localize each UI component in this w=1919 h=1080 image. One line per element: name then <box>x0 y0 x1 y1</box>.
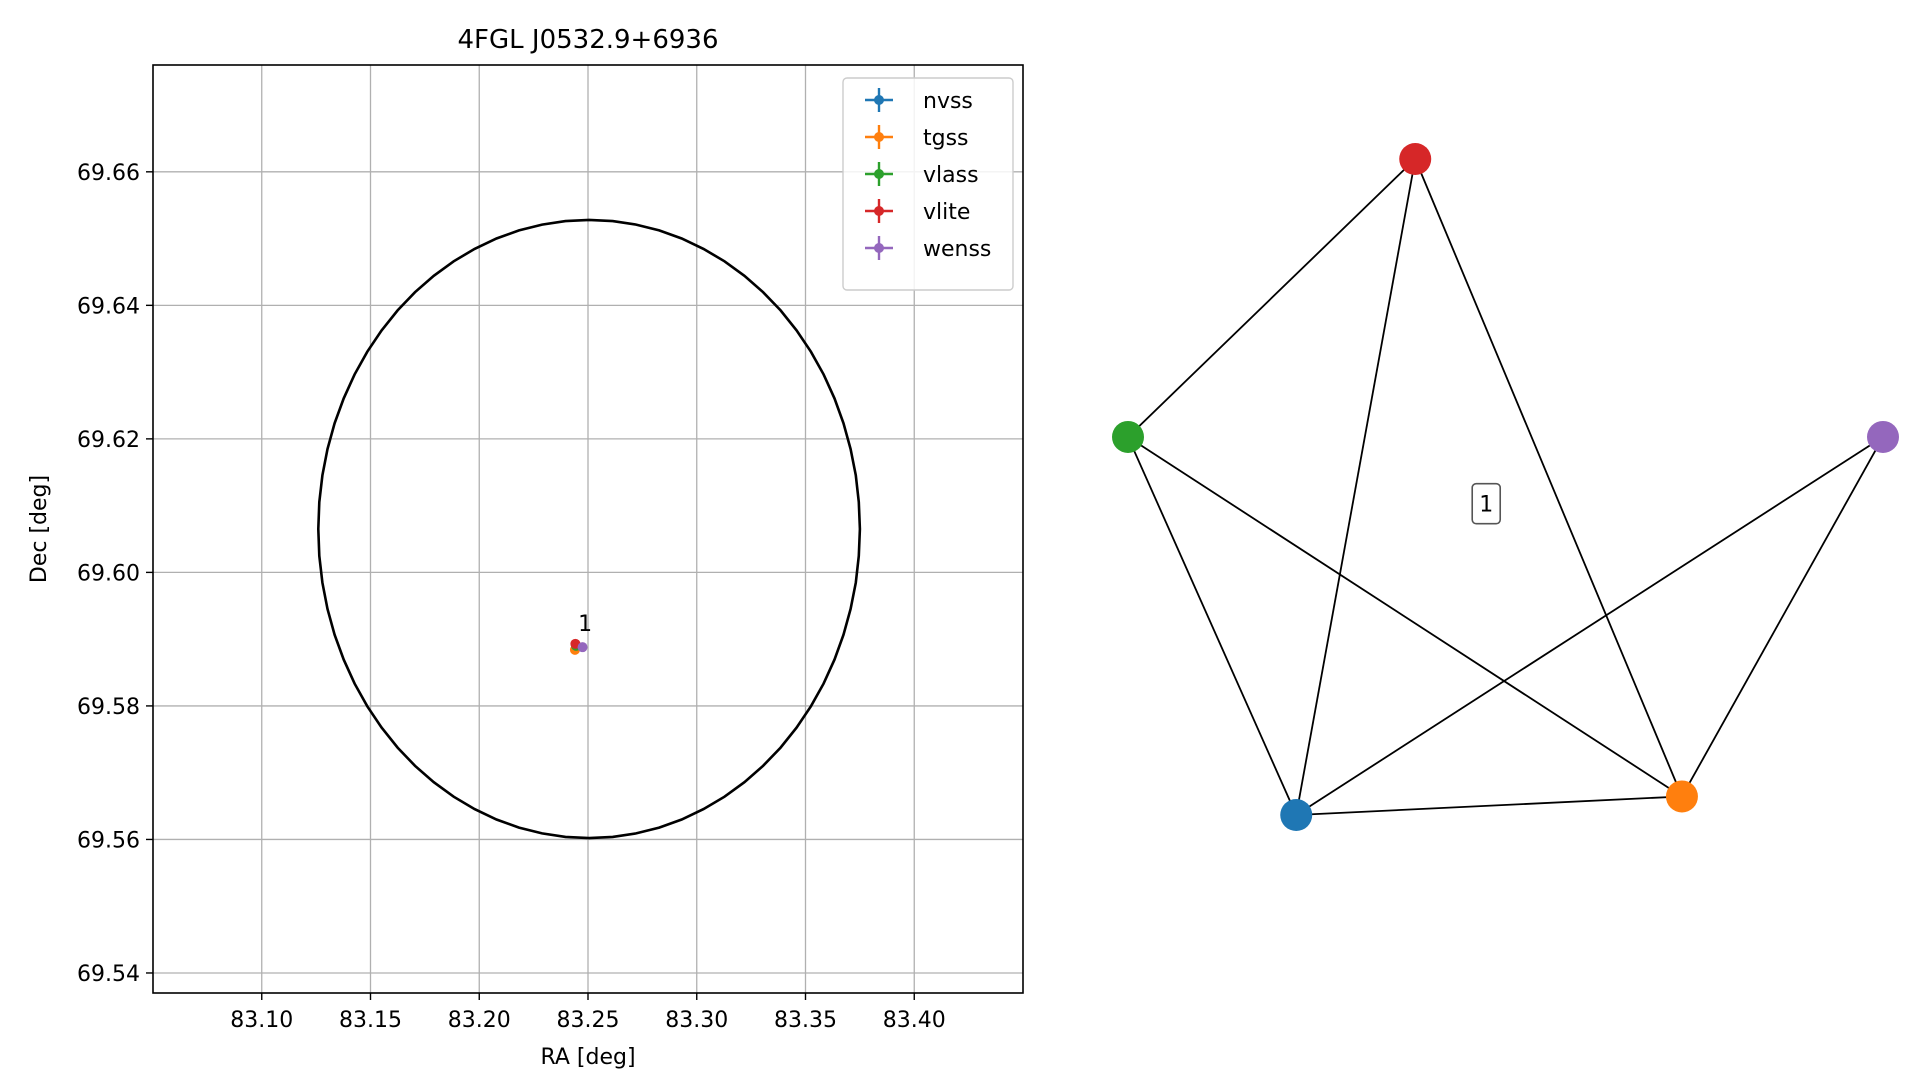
legend: nvss tgss vlass vlite wenss <box>842 77 1014 291</box>
y-axis-label: Dec [deg] <box>27 475 52 583</box>
y-tick-label-5: 69.64 <box>77 294 140 319</box>
legend-label: nvss <box>923 89 973 114</box>
sky-position-chart: 1 83.10 83.15 83.20 83.25 83.30 83.35 83.40 69… <box>27 25 1024 1070</box>
edge-vlass-tgss <box>1127 436 1683 798</box>
edge-tgss-wenss <box>1681 436 1884 797</box>
legend-marker <box>874 243 884 253</box>
y-tick-label-0: 69.54 <box>77 962 140 987</box>
network-label: 1 <box>1471 482 1502 525</box>
network-label-box <box>1471 482 1502 525</box>
localization-ellipse <box>316 218 862 840</box>
x-tick-label-5: 83.35 <box>774 1008 837 1033</box>
legend-marker <box>874 169 884 179</box>
x-axis-label: RA [deg] <box>540 1045 635 1070</box>
chart-title: 4FGL J0532.9+6936 <box>458 25 719 55</box>
node-vlite <box>1399 143 1432 175</box>
node-wenss <box>1867 420 1899 453</box>
y-tick-label-4: 69.62 <box>77 428 140 453</box>
y-tick-label-2: 69.58 <box>77 695 140 720</box>
node-nvss <box>1280 799 1313 831</box>
legend-box <box>842 77 1014 291</box>
y-tick-label-1: 69.56 <box>77 828 140 853</box>
legend-marker <box>874 132 884 142</box>
edge-nvss-tgss <box>1296 795 1682 816</box>
y-axis-ticks: 69.54 69.56 69.58 69.60 69.62 69.64 69.66 <box>77 161 153 987</box>
legend-label: tgss <box>923 126 969 151</box>
y-tick-label-3: 69.60 <box>77 561 140 586</box>
edge-vlite-nvss <box>1295 158 1417 816</box>
edge-vlass-nvss <box>1127 436 1298 816</box>
x-tick-label-2: 83.20 <box>448 1008 511 1033</box>
x-tick-label-3: 83.25 <box>557 1008 620 1033</box>
legend-marker <box>874 95 884 105</box>
x-tick-label-0: 83.10 <box>230 1008 293 1033</box>
network-label-text: 1 <box>1479 493 1493 518</box>
source-points <box>569 638 588 655</box>
x-tick-label-4: 83.30 <box>665 1008 728 1033</box>
legend-entry-tgss: tgss <box>865 125 969 151</box>
legend-entry-vlite: vlite <box>865 199 970 225</box>
legend-entry-vlass: vlass <box>865 162 979 188</box>
edge-vlite-vlass <box>1127 158 1416 438</box>
legend-label: vlass <box>923 163 979 188</box>
legend-label: wenss <box>923 237 991 262</box>
legend-marker <box>874 206 884 216</box>
network-edges <box>1127 158 1884 816</box>
x-axis-ticks: 83.10 83.15 83.20 83.25 83.30 83.35 83.40 <box>230 993 946 1033</box>
x-tick-label-6: 83.40 <box>883 1008 946 1033</box>
edge-nvss-wenss <box>1295 436 1884 816</box>
legend-label: vlite <box>923 200 970 225</box>
x-tick-label-1: 83.15 <box>339 1008 402 1033</box>
y-tick-label-6: 69.66 <box>77 161 140 186</box>
legend-entry-nvss: nvss <box>865 88 973 114</box>
network-nodes <box>1112 143 1899 831</box>
edge-vlite-tgss <box>1414 158 1683 797</box>
node-vlass <box>1112 420 1144 453</box>
legend-entry-wenss: wenss <box>865 236 991 262</box>
node-tgss <box>1665 780 1698 813</box>
point-annotation: 1 <box>578 612 592 637</box>
point-wenss <box>577 642 588 653</box>
network-graph: 1 <box>1112 143 1899 831</box>
